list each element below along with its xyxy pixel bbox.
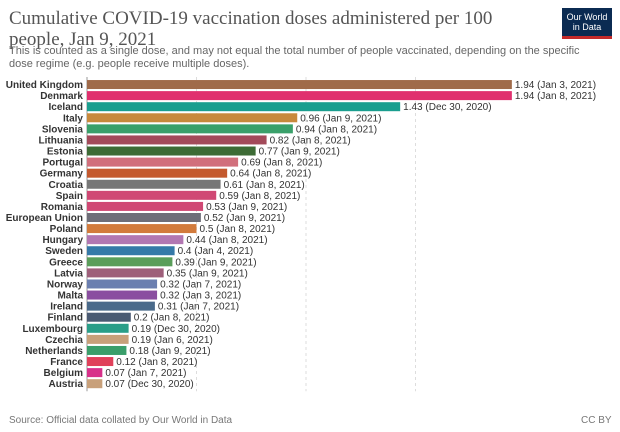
category-label: Luxembourg — [22, 324, 83, 335]
bar — [87, 279, 158, 289]
value-label: 0.2 (Jan 8, 2021) — [134, 313, 210, 324]
category-label: European Union — [6, 213, 83, 224]
category-label: Norway — [47, 279, 84, 290]
value-label: 0.53 (Jan 9, 2021) — [206, 202, 287, 213]
value-label: 1.94 (Jan 8, 2021) — [515, 91, 596, 102]
category-label: Iceland — [49, 102, 83, 113]
category-label: Italy — [63, 113, 83, 124]
bar — [87, 357, 114, 367]
value-label: 0.44 (Jan 8, 2021) — [186, 235, 267, 246]
bar — [87, 368, 103, 378]
category-label: Denmark — [40, 91, 83, 102]
value-label: 0.07 (Jan 7, 2021) — [105, 368, 186, 379]
bar — [87, 102, 401, 112]
value-label: 0.32 (Jan 7, 2021) — [160, 279, 241, 290]
chart-title: Cumulative COVID-19 vaccination doses ad… — [9, 8, 493, 50]
bar — [87, 146, 256, 156]
logo-line-2: in Data — [572, 22, 602, 32]
value-label: 0.19 (Jan 6, 2021) — [132, 335, 213, 346]
bar — [87, 157, 239, 167]
category-label: Spain — [56, 191, 83, 202]
value-label: 0.19 (Dec 30, 2020) — [132, 324, 220, 335]
bar — [87, 190, 217, 200]
category-label: Lithuania — [39, 135, 84, 146]
source-note: Source: Official data collated by Our Wo… — [9, 415, 233, 426]
value-label: 1.94 (Jan 3, 2021) — [515, 80, 596, 91]
value-label: 1.43 (Dec 30, 2020) — [403, 102, 491, 113]
bar — [87, 135, 267, 145]
bar — [87, 323, 129, 333]
bar — [87, 179, 221, 189]
bar — [87, 312, 131, 322]
bar — [87, 301, 155, 311]
value-label: 0.61 (Jan 8, 2021) — [224, 180, 305, 191]
bar — [87, 80, 512, 90]
category-label: Poland — [50, 224, 83, 235]
category-label: Slovenia — [42, 124, 84, 135]
category-label: United Kingdom — [6, 80, 83, 91]
owid-logo[interactable]: Our World in Data — [562, 8, 612, 39]
category-label: Finland — [47, 313, 83, 324]
bar — [87, 235, 184, 245]
license-link[interactable]: CC BY — [581, 415, 612, 426]
category-label: Croatia — [49, 180, 84, 191]
bar — [87, 201, 204, 211]
value-label: 0.64 (Jan 8, 2021) — [230, 169, 311, 180]
bar — [87, 257, 173, 267]
bar — [87, 290, 158, 300]
value-label: 0.69 (Jan 8, 2021) — [241, 158, 322, 169]
category-label: Hungary — [42, 235, 83, 246]
value-label: 0.07 (Dec 30, 2020) — [105, 379, 193, 390]
category-label: Greece — [49, 257, 83, 268]
bar — [87, 334, 129, 344]
value-label: 0.31 (Jan 7, 2021) — [158, 302, 239, 313]
value-label: 0.96 (Jan 9, 2021) — [300, 113, 381, 124]
value-label: 0.39 (Jan 9, 2021) — [175, 257, 256, 268]
category-label: Netherlands — [25, 346, 83, 357]
bar — [87, 224, 197, 234]
chart-subtitle: This is counted as a single dose, and ma… — [9, 45, 580, 70]
value-label: 0.4 (Jan 4, 2021) — [178, 246, 254, 257]
bar — [87, 268, 164, 278]
bar — [87, 246, 175, 256]
value-label: 0.82 (Jan 8, 2021) — [270, 135, 351, 146]
bar — [87, 91, 512, 101]
category-label: Germany — [40, 169, 84, 180]
logo-line-1: Our World — [566, 12, 608, 22]
bar — [87, 345, 127, 355]
category-label: Malta — [57, 291, 83, 302]
value-label: 0.18 (Jan 9, 2021) — [129, 346, 210, 357]
category-label: Latvia — [54, 268, 83, 279]
bar — [87, 379, 103, 389]
bar — [87, 213, 201, 222]
category-label: France — [50, 357, 83, 368]
value-label: 0.32 (Jan 3, 2021) — [160, 291, 241, 302]
bar — [87, 168, 228, 178]
category-label: Ireland — [50, 302, 83, 313]
value-label: 0.5 (Jan 8, 2021) — [200, 224, 276, 235]
value-label: 0.35 (Jan 9, 2021) — [167, 268, 248, 279]
value-label: 0.52 (Jan 9, 2021) — [204, 213, 285, 224]
value-label: 0.94 (Jan 8, 2021) — [296, 124, 377, 135]
bar — [87, 113, 298, 123]
category-label: Belgium — [44, 368, 84, 379]
bar — [87, 124, 293, 134]
category-label: Romania — [41, 202, 84, 213]
category-label: Austria — [49, 379, 84, 390]
category-label: Estonia — [47, 147, 84, 158]
category-label: Portugal — [42, 158, 83, 169]
value-label: 0.77 (Jan 9, 2021) — [259, 147, 340, 158]
value-label: 0.12 (Jan 8, 2021) — [116, 357, 197, 368]
category-label: Czechia — [45, 335, 83, 346]
value-label: 0.59 (Jan 8, 2021) — [219, 191, 300, 202]
category-label: Sweden — [45, 246, 83, 257]
